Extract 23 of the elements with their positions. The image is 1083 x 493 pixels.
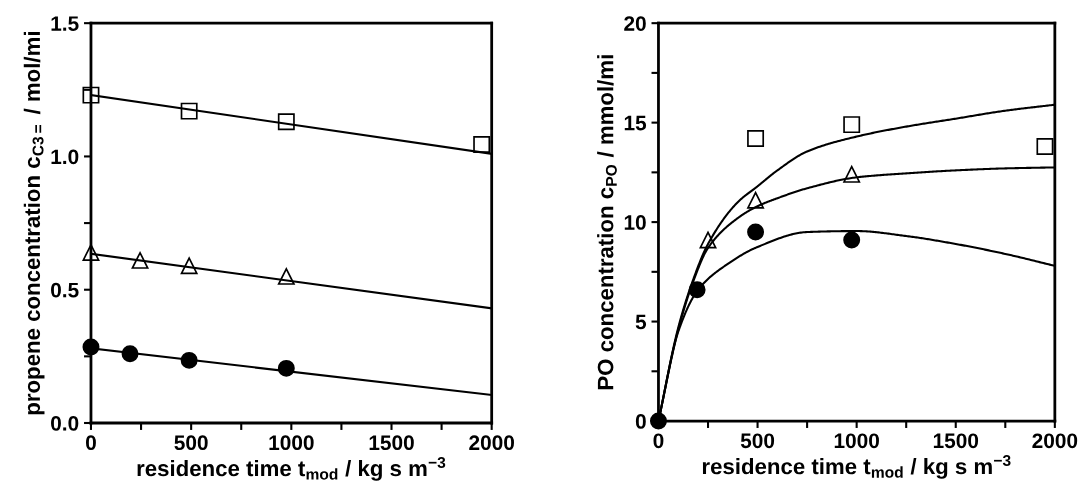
y-tick-label: 0 xyxy=(635,414,646,429)
y-tick-label: 5 xyxy=(635,314,647,330)
x-tick-label: 1000 xyxy=(834,433,879,449)
y-tick-label: 0.0 xyxy=(51,416,79,431)
y-tick-label: 10 xyxy=(624,215,646,230)
y-tick-label: 15 xyxy=(624,115,647,131)
x-tick-label: 0 xyxy=(86,435,96,451)
y-tick-label: 20 xyxy=(624,16,646,31)
x-tick-label: 2000 xyxy=(469,435,514,451)
x-tick-label: 500 xyxy=(740,433,775,449)
x-axis-title: residence time t$_{mod}$ / kg s m$^{−3}$ xyxy=(137,457,446,481)
y-axis-title: propene concentration c$_{C3=}$ / mol/mi xyxy=(23,32,45,415)
x-tick-label: 1500 xyxy=(369,435,414,451)
y-tick-label: 0.5 xyxy=(51,282,79,298)
y-tick-label: 1.0 xyxy=(51,149,79,165)
x-tick-label: 500 xyxy=(174,435,208,451)
y-tick-label: 1.5 xyxy=(51,16,79,31)
x-tick-label: 2000 xyxy=(1032,433,1078,449)
x-tick-label: 1000 xyxy=(269,435,314,451)
y-axis-title: PO concentration c$_{PO}$ / mmol/mi xyxy=(597,55,617,390)
x-tick-label: 0 xyxy=(653,433,664,449)
x-tick-label: 1500 xyxy=(933,433,979,449)
x-axis-title: residence time t$_{mod}$ / kg s m$^{−3}$ xyxy=(702,455,1011,479)
